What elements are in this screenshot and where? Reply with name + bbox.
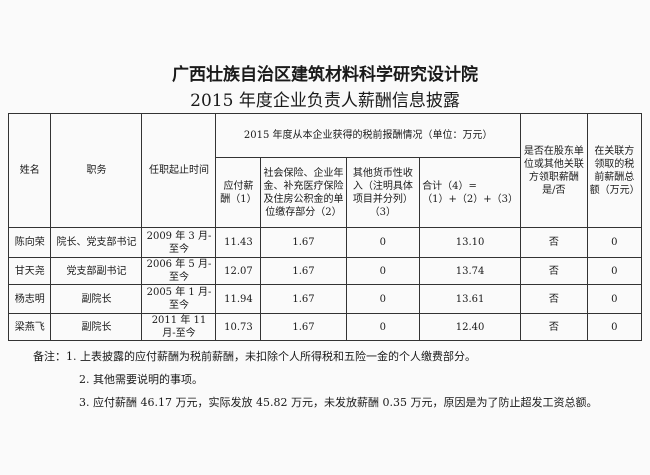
cell-c2: 1.67 <box>260 227 347 258</box>
cell-c6: 0 <box>586 227 643 258</box>
cell-name: 梁燕飞 <box>7 313 52 341</box>
cell-c1: 12.07 <box>215 257 262 285</box>
cell-tenure: 2011 年 11 月-至今 <box>141 313 217 341</box>
cell-c2: 1.67 <box>260 313 347 341</box>
cell-c3: 0 <box>345 257 421 285</box>
title-org: 广西壮族自治区建筑材料科学研究设计院 <box>172 65 478 85</box>
title-subject: 2015 年度企业负责人薪酬信息披露 <box>190 91 460 111</box>
header-c5: 是否在股东单位或其他关联方领职薪酬是/否 <box>520 113 588 228</box>
cell-c2: 1.67 <box>260 257 347 285</box>
cell-c2: 1.67 <box>260 284 347 314</box>
header-tenure: 任职起止时间 <box>141 113 217 228</box>
cell-tenure: 2006 年 5 月-至今 <box>141 257 217 285</box>
cell-c3: 0 <box>345 284 421 314</box>
header-name: 姓名 <box>7 113 52 228</box>
cell-name: 杨志明 <box>7 284 52 314</box>
note-1: 备注：1. 上表披露的应付薪酬为税前薪酬，未扣除个人所得税和五险一金的个人缴费部… <box>33 350 476 363</box>
cell-c6: 0 <box>586 313 643 341</box>
cell-tenure: 2009 年 3 月-至今 <box>141 227 217 258</box>
cell-c4: 13.10 <box>419 227 522 258</box>
cell-role: 党支部副书记 <box>50 257 143 285</box>
table-row: 杨志明 副院长 2005 年 1 月-至今 11.94 1.67 0 13.61 否 0 <box>7 284 643 314</box>
cell-c5: 否 <box>520 257 588 285</box>
cell-c5: 否 <box>520 284 588 314</box>
cell-c5: 否 <box>520 227 588 258</box>
header-c1: 应付薪酬（1） <box>215 157 262 228</box>
header-role: 职务 <box>50 113 143 228</box>
table-row: 甘天尧 党支部副书记 2006 年 5 月-至今 12.07 1.67 0 13.74 否 0 <box>7 257 643 285</box>
header-c2: 社会保险、企业年金、补充医疗保险及住房公积金的单位缴存部分（2） <box>260 157 347 228</box>
cell-c4: 12.40 <box>419 313 522 341</box>
cell-role: 副院长 <box>50 284 143 314</box>
cell-c1: 11.43 <box>215 227 262 258</box>
note-3: 3. 应付薪酬 46.17 万元，实际发放 45.82 万元，未发放薪酬 0.3… <box>79 396 598 409</box>
cell-name: 甘天尧 <box>7 257 52 285</box>
cell-tenure: 2005 年 1 月-至今 <box>141 284 217 314</box>
header-c4: 合计（4）=（1）+（2）+（3） <box>419 157 522 228</box>
table-row: 陈向荣 院长、党支部书记 2009 年 3 月-至今 11.43 1.67 0 13.10 否… <box>7 227 643 258</box>
cell-c6: 0 <box>586 284 643 314</box>
cell-c3: 0 <box>345 313 421 341</box>
cell-c1: 10.73 <box>215 313 262 341</box>
cell-c6: 0 <box>586 257 643 285</box>
salary-table: 姓名 职务 任职起止时间 2015 年度从本企业获得的税前报酬情况（单位：万元）… <box>7 113 643 341</box>
cell-role: 副院长 <box>50 313 143 341</box>
header-c6: 在关联方领取的税前薪酬总额（万元） <box>586 113 643 228</box>
cell-name: 陈向荣 <box>7 227 52 258</box>
header-c3: 其他货币性收入（注明具体项目并分列）（3） <box>345 157 421 228</box>
cell-c5: 否 <box>520 313 588 341</box>
table-row: 梁燕飞 副院长 2011 年 11 月-至今 10.73 1.67 0 12.40 否 0 <box>7 313 643 341</box>
cell-role: 院长、党支部书记 <box>50 227 143 258</box>
cell-c4: 13.61 <box>419 284 522 314</box>
header-group: 2015 年度从本企业获得的税前报酬情况（单位：万元） <box>215 113 522 158</box>
cell-c1: 11.94 <box>215 284 262 314</box>
cell-c3: 0 <box>345 227 421 258</box>
note-2: 2. 其他需要说明的事项。 <box>79 373 203 386</box>
cell-c4: 13.74 <box>419 257 522 285</box>
